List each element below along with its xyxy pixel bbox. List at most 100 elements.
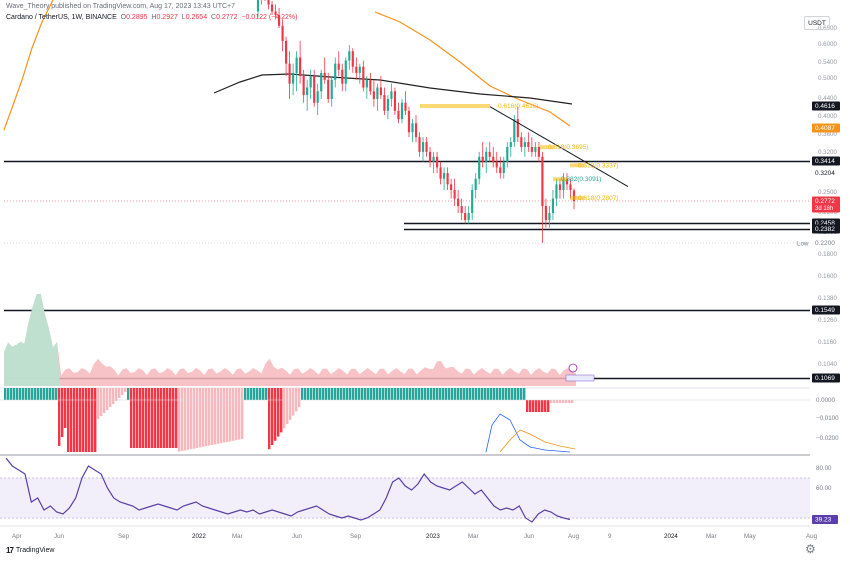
macd-bar xyxy=(124,388,127,392)
trendline xyxy=(489,106,629,188)
price-tick-label: 0.1040 xyxy=(818,361,837,368)
macd-bar xyxy=(490,388,493,400)
candle-body xyxy=(320,72,323,92)
macd-bar xyxy=(157,388,160,448)
macd-bar xyxy=(445,388,448,400)
macd-bar xyxy=(568,400,571,403)
rsi-axis-label: 80.00 xyxy=(816,465,832,472)
macd-bar xyxy=(184,388,187,451)
macd-bar xyxy=(37,388,40,400)
macd-bar xyxy=(364,388,367,400)
price-tick-label: 0.5400 xyxy=(818,59,837,66)
volume-area xyxy=(4,294,576,386)
gear-icon[interactable]: ⚙ xyxy=(805,542,816,556)
macd-bar xyxy=(172,388,175,448)
macd-bar xyxy=(508,388,511,400)
macd-bar xyxy=(208,388,211,446)
macd-bar xyxy=(337,388,340,400)
fib-zone xyxy=(420,104,490,108)
price-tick-label: 0.6500 xyxy=(818,25,837,32)
price-tick-label: 0.4400 xyxy=(818,95,837,102)
price-badge xyxy=(812,238,840,248)
symbol-name[interactable]: Cardano / TetherUS, 1W, BINANCE xyxy=(6,14,117,21)
price-badge-label: 0.3414 xyxy=(815,158,835,165)
macd-bar xyxy=(361,388,364,400)
candle-body xyxy=(355,66,358,73)
candle-body xyxy=(457,198,460,207)
ma-orange-line xyxy=(374,11,571,127)
fib-label: 0.618(0.4616) xyxy=(498,103,538,110)
macd-bar xyxy=(154,388,157,448)
price-badge-label: 0.2772 xyxy=(815,198,835,205)
candle-body xyxy=(435,156,439,168)
candle-body xyxy=(292,72,295,84)
fib-zone xyxy=(553,177,567,182)
rsi-band xyxy=(0,478,810,518)
price-badge xyxy=(812,196,840,213)
macd-bar xyxy=(442,388,445,400)
macd-bar xyxy=(244,388,247,400)
footer-brand[interactable]: 17 TradingView xyxy=(6,546,54,555)
price-tick-label: 0.1600 xyxy=(818,273,837,280)
macd-bar xyxy=(562,400,565,403)
macd-bar xyxy=(421,388,424,400)
candle-body xyxy=(270,4,274,12)
macd-bar xyxy=(166,388,169,448)
macd-bar xyxy=(556,400,559,403)
candle-body xyxy=(428,151,432,162)
currency-selector[interactable]: USDT xyxy=(804,16,830,30)
ohlc-low: 0.2654 xyxy=(185,14,208,21)
candle-body xyxy=(372,91,375,99)
macd-bar xyxy=(202,388,205,447)
macd-bar xyxy=(199,388,202,448)
candle-body xyxy=(537,146,540,157)
low-label: Low xyxy=(797,241,809,248)
macd-bar xyxy=(310,388,313,400)
macd-bar xyxy=(280,388,283,433)
ohlc-low-label: L xyxy=(181,14,186,21)
macd-bar xyxy=(283,388,286,429)
macd-bar xyxy=(106,388,109,410)
macd-bar xyxy=(496,388,499,400)
candle-body xyxy=(523,142,526,147)
macd-axis-label: −0.0200 xyxy=(816,435,839,442)
candle-body xyxy=(341,69,344,84)
candle-body xyxy=(506,146,509,162)
macd-bar xyxy=(139,388,142,448)
time-axis-label: Aug xyxy=(806,533,818,540)
macd-bar xyxy=(175,388,178,448)
candle-body xyxy=(383,95,386,111)
macd-bar xyxy=(220,388,223,444)
macd-bar xyxy=(547,400,550,412)
macd-bar xyxy=(301,388,304,400)
time-axis-label: Aug xyxy=(568,533,580,540)
macd-bar xyxy=(304,388,307,400)
candle-body xyxy=(460,206,463,214)
candle-body xyxy=(513,119,516,143)
rsi-value-label: 39.23 xyxy=(815,517,832,524)
candle-body xyxy=(316,91,319,103)
fib-label: 0.618(0.3695) xyxy=(548,144,588,151)
macd-bar xyxy=(373,388,376,400)
footer-brand-text: TradingView xyxy=(15,547,55,554)
macd-bar xyxy=(214,388,217,445)
macd-bar xyxy=(430,388,433,400)
macd-bar xyxy=(319,388,322,400)
price-tick-label: 0.4000 xyxy=(818,113,837,120)
price-tick-label: 0.3600 xyxy=(818,131,837,138)
macd-bar xyxy=(376,388,379,400)
macd-bar xyxy=(526,400,529,412)
candle-body xyxy=(569,184,572,190)
macd-bar xyxy=(256,388,259,400)
macd-bar xyxy=(334,388,337,400)
ohlc-high-label: H xyxy=(151,14,157,21)
rsi-axis-label: 60.00 xyxy=(816,485,832,492)
macd-bar xyxy=(262,388,265,400)
price-badge-label: 0.4616 xyxy=(815,103,835,110)
macd-bar xyxy=(49,388,52,400)
alert-icon[interactable] xyxy=(568,363,578,373)
macd-bar xyxy=(133,388,136,448)
price-tick-label: 0.1260 xyxy=(818,317,837,324)
